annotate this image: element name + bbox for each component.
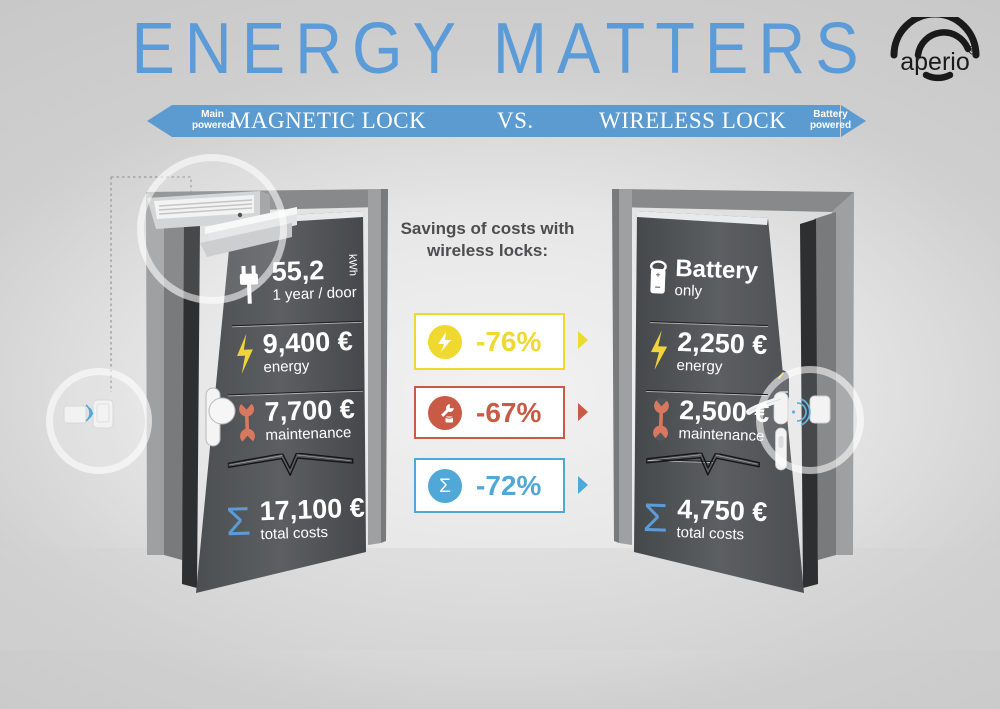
svg-text:Σ: Σ xyxy=(642,496,668,540)
svg-text:Σ: Σ xyxy=(225,500,251,544)
svg-text:−: − xyxy=(655,282,661,293)
svg-text:+: + xyxy=(656,270,661,279)
svg-text:Σ: Σ xyxy=(439,476,451,496)
